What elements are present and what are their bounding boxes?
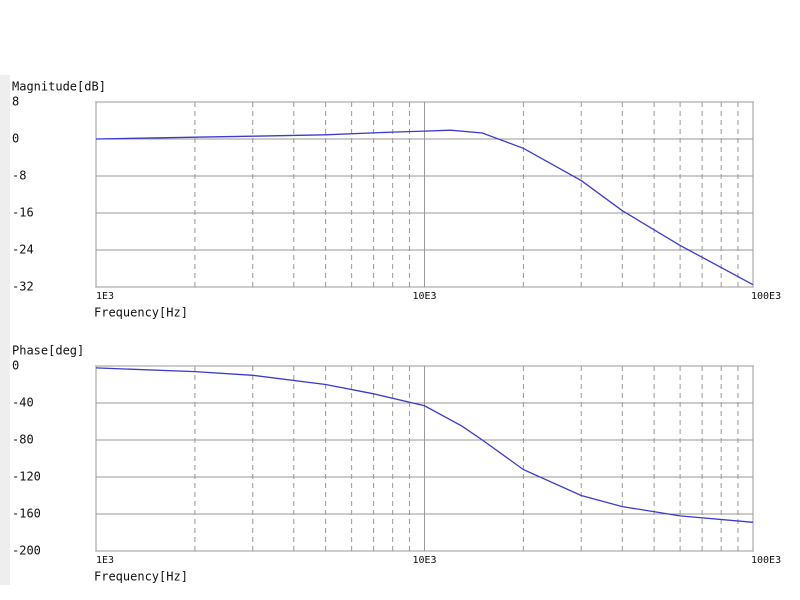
y-tick-label: -40 — [12, 396, 34, 410]
y-tick-label: -32 — [12, 280, 34, 294]
y-tick-label: -120 — [12, 470, 41, 484]
y-tick-label: 0 — [12, 359, 19, 373]
y-axis-label: Phase[deg] — [12, 344, 84, 358]
y-tick-label: -16 — [12, 206, 34, 220]
y-tick-label: 0 — [12, 132, 19, 146]
x-tick-label: 1E3 — [96, 555, 114, 566]
x-tick-label: 1E3 — [96, 291, 114, 302]
y-tick-label: -160 — [12, 507, 41, 521]
y-tick-label: 8 — [12, 95, 19, 109]
x-tick-label: 10E3 — [412, 555, 436, 566]
x-tick-label: 10E3 — [412, 291, 436, 302]
left-edge — [0, 75, 10, 585]
y-tick-label: -24 — [12, 243, 34, 257]
x-tick-label: 100E3 — [751, 291, 781, 302]
x-axis-label: Frequency[Hz] — [94, 570, 188, 584]
x-tick-label: 100E3 — [751, 555, 781, 566]
y-tick-label: -8 — [12, 169, 26, 183]
curve — [95, 367, 754, 523]
x-axis-label: Frequency[Hz] — [94, 306, 188, 320]
y-tick-label: -80 — [12, 433, 34, 447]
y-tick-label: -200 — [12, 544, 41, 558]
curve — [95, 129, 754, 286]
y-axis-label: Magnitude[dB] — [12, 80, 106, 94]
